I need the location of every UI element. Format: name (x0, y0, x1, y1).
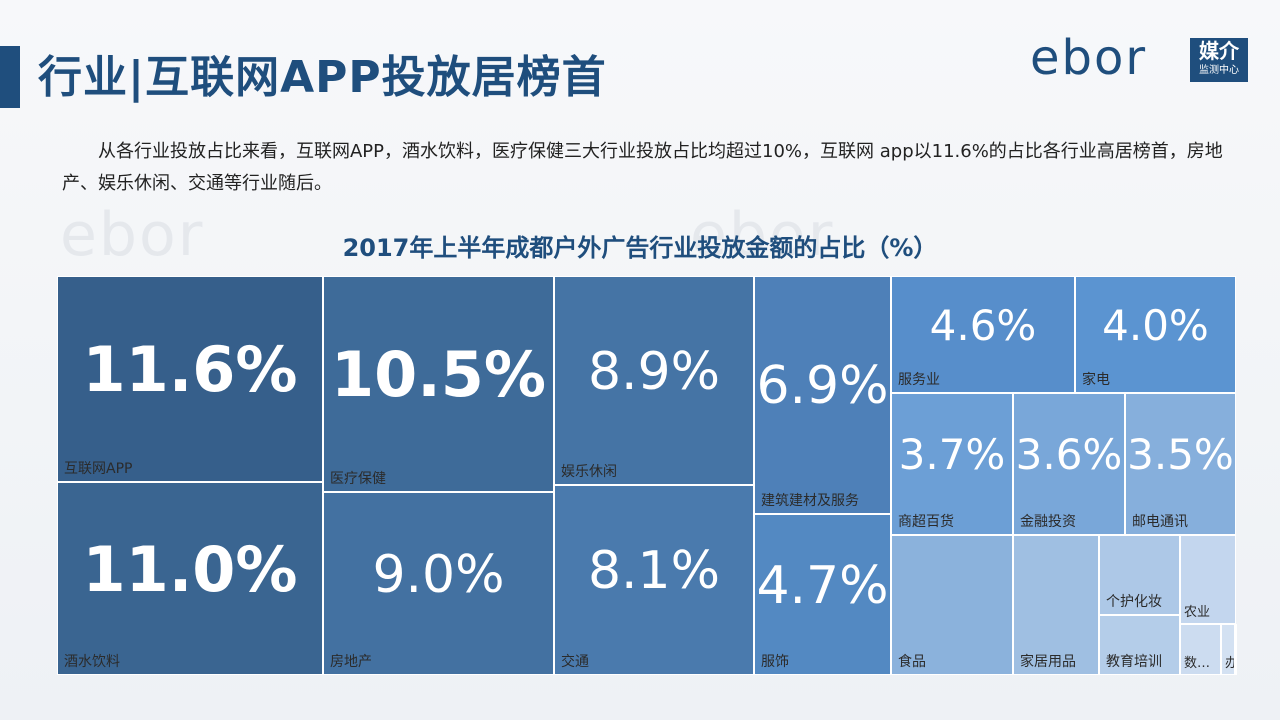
tile-value-label: 4.6% (929, 300, 1037, 350)
tile-category-label: 金融投资 (1020, 514, 1076, 530)
title-accent-bar (0, 46, 20, 108)
tile-category-label: 服饰 (761, 654, 789, 670)
treemap-tile: 个护化妆 (1099, 535, 1180, 615)
treemap-tile: 家居用品 (1013, 535, 1099, 675)
tile-value-label: 11.0% (82, 532, 298, 606)
logo-badge-sub: 监测中心 (1199, 65, 1239, 76)
tile-category-label: 互联网APP (64, 461, 133, 477)
tile-category-label: 交通 (561, 654, 589, 670)
tile-category-label: 数… (1184, 656, 1211, 671)
tile-value-label: 3.6% (1015, 430, 1123, 479)
treemap-tile: 教育培训 (1099, 615, 1180, 675)
treemap-tile: 3.6% 金融投资 (1013, 393, 1125, 535)
tile-category-label: 医疗保健 (330, 471, 386, 487)
logo-badge-main: 媒介 (1199, 39, 1239, 63)
treemap-tile: 4.0% 家电 (1075, 276, 1236, 393)
treemap-tile: 3.7% 商超百货 (891, 393, 1013, 535)
watermark-logo: ebor (60, 200, 205, 270)
tile-category-label: 个护化妆 (1106, 594, 1162, 610)
treemap-tile: 3.5% 邮电通讯 (1125, 393, 1236, 535)
treemap-tile: 办 (1221, 624, 1235, 675)
tile-value-label: 4.7% (756, 555, 889, 616)
summary-paragraph: 从各行业投放占比来看，互联网APP，酒水饮料，医疗保健三大行业投放占比均超过10… (62, 141, 1223, 194)
treemap-tile (1235, 624, 1237, 675)
treemap-tile: 11.6% 互联网APP (57, 276, 323, 482)
treemap-tile: 11.0% 酒水饮料 (57, 482, 323, 675)
tile-value-label: 8.1% (587, 541, 721, 601)
tile-value-label: 4.0% (1102, 300, 1209, 350)
treemap-tile: 4.7% 服饰 (754, 514, 891, 675)
logo-badge: 媒介 监测中心 (1190, 38, 1248, 82)
tile-category-label: 家居用品 (1020, 654, 1076, 670)
treemap-tile: 4.6% 服务业 (891, 276, 1075, 393)
treemap-tile: 食品 (891, 535, 1013, 675)
treemap-tile: 农业 (1180, 535, 1236, 624)
tile-value-label: 6.9% (756, 356, 889, 416)
tile-category-label: 房地产 (330, 654, 372, 670)
treemap-tile: 9.0% 房地产 (323, 492, 554, 675)
tile-value-label: 9.0% (372, 544, 505, 605)
tile-category-label: 商超百货 (898, 514, 954, 530)
ebor-logo: ebor 媒介 监测中心 (1030, 32, 1250, 84)
logo-wordmark: ebor (1030, 30, 1148, 86)
tile-value-label: 3.5% (1127, 430, 1234, 479)
tile-category-label: 建筑建材及服务 (761, 493, 859, 509)
page-title: 行业|互联网APP投放居榜首 (38, 52, 607, 103)
tile-category-label: 娱乐休闲 (561, 464, 617, 480)
tile-category-label: 农业 (1184, 605, 1211, 620)
treemap-tile: 10.5% 医疗保健 (323, 276, 554, 492)
tile-value-label: 11.6% (82, 333, 298, 406)
tile-value-label: 10.5% (330, 338, 547, 411)
treemap-tile: 8.9% 娱乐休闲 (554, 276, 754, 485)
tile-category-label: 酒水饮料 (64, 654, 120, 670)
watermark-logo: ebor (690, 200, 835, 270)
treemap-tile: 数… (1180, 624, 1221, 675)
tile-value-label: 3.7% (898, 430, 1006, 479)
tile-category-label: 食品 (898, 654, 926, 670)
tile-category-label: 教育培训 (1106, 654, 1162, 670)
treemap-tile: 8.1% 交通 (554, 485, 754, 675)
tile-category-label: 邮电通讯 (1132, 514, 1188, 530)
tile-category-label: 办 (1225, 652, 1234, 671)
treemap-chart: 11.6% 互联网APP 11.0% 酒水饮料 10.5% 医疗保健 9.0% 房地产 8.9%… (57, 276, 1237, 675)
treemap-tile: 6.9% 建筑建材及服务 (754, 276, 891, 514)
chart-title: 2017年上半年成都户外广告行业投放金额的占比（%） (342, 234, 938, 262)
tile-category-label: 家电 (1082, 372, 1110, 388)
tile-category-label: 服务业 (898, 372, 940, 388)
tile-value-label: 8.9% (587, 341, 721, 402)
